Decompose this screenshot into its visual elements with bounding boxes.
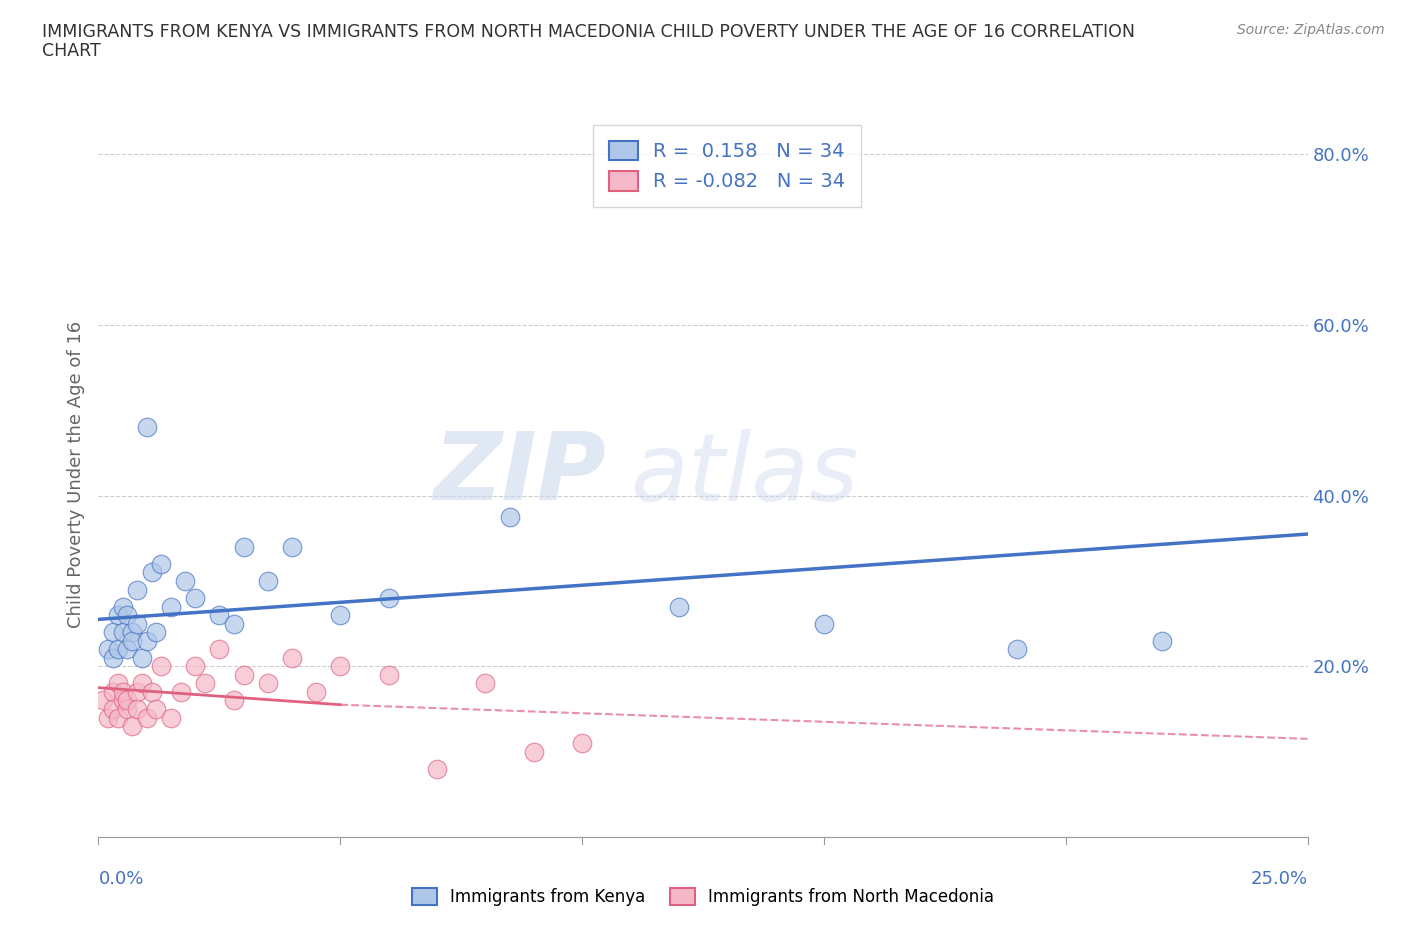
Point: [111, 625, 134, 640]
Point: [135, 633, 157, 648]
Point: [498, 510, 520, 525]
Point: [377, 591, 399, 605]
Point: [97, 642, 120, 657]
Text: 0.0%: 0.0%: [98, 870, 143, 887]
Point: [127, 684, 149, 699]
Point: [281, 539, 304, 554]
Text: atlas: atlas: [630, 429, 859, 520]
Point: [194, 676, 217, 691]
Point: [107, 642, 129, 657]
Point: [107, 676, 129, 691]
Point: [121, 633, 143, 648]
Point: [111, 599, 134, 614]
Point: [117, 642, 139, 657]
Point: [117, 701, 139, 716]
Point: [97, 711, 120, 725]
Point: [668, 599, 690, 614]
Point: [117, 607, 139, 622]
Point: [101, 684, 124, 699]
Point: [184, 591, 207, 605]
Text: IMMIGRANTS FROM KENYA VS IMMIGRANTS FROM NORTH MACEDONIA CHILD POVERTY UNDER THE: IMMIGRANTS FROM KENYA VS IMMIGRANTS FROM…: [42, 23, 1135, 41]
Text: CHART: CHART: [42, 42, 101, 60]
Text: Source: ZipAtlas.com: Source: ZipAtlas.com: [1237, 23, 1385, 37]
Point: [222, 617, 245, 631]
Point: [160, 599, 183, 614]
Point: [232, 668, 254, 683]
Point: [174, 574, 197, 589]
Point: [150, 658, 173, 673]
Point: [131, 676, 153, 691]
Point: [127, 582, 149, 597]
Point: [141, 565, 163, 580]
Point: [523, 744, 546, 759]
Point: [101, 701, 124, 716]
Point: [208, 642, 231, 657]
Point: [135, 711, 157, 725]
Point: [1152, 633, 1174, 648]
Point: [111, 684, 134, 699]
Point: [145, 625, 167, 640]
Point: [145, 701, 167, 716]
Point: [117, 693, 139, 708]
Point: [232, 539, 254, 554]
Point: [222, 693, 245, 708]
Point: [184, 658, 207, 673]
Point: [208, 607, 231, 622]
Point: [281, 650, 304, 665]
Y-axis label: Child Poverty Under the Age of 16: Child Poverty Under the Age of 16: [66, 321, 84, 628]
Point: [107, 607, 129, 622]
Point: [256, 676, 278, 691]
Point: [127, 701, 149, 716]
Point: [121, 719, 143, 734]
Point: [101, 650, 124, 665]
Point: [813, 617, 835, 631]
Point: [1007, 642, 1029, 657]
Point: [107, 711, 129, 725]
Point: [329, 658, 352, 673]
Point: [131, 650, 153, 665]
Point: [127, 617, 149, 631]
Point: [101, 625, 124, 640]
Text: ZIP: ZIP: [433, 429, 606, 520]
Point: [377, 668, 399, 683]
Point: [121, 625, 143, 640]
Point: [91, 693, 114, 708]
Point: [111, 693, 134, 708]
Point: [256, 574, 278, 589]
Legend: R =  0.158   N = 34, R = -0.082   N = 34: R = 0.158 N = 34, R = -0.082 N = 34: [593, 125, 860, 206]
Point: [160, 711, 183, 725]
Legend: Immigrants from Kenya, Immigrants from North Macedonia: Immigrants from Kenya, Immigrants from N…: [405, 881, 1001, 912]
Text: 25.0%: 25.0%: [1250, 870, 1308, 887]
Point: [150, 556, 173, 571]
Point: [571, 736, 593, 751]
Point: [474, 676, 496, 691]
Point: [426, 762, 449, 777]
Point: [329, 607, 352, 622]
Point: [169, 684, 191, 699]
Point: [141, 684, 163, 699]
Point: [135, 420, 157, 435]
Point: [305, 684, 328, 699]
